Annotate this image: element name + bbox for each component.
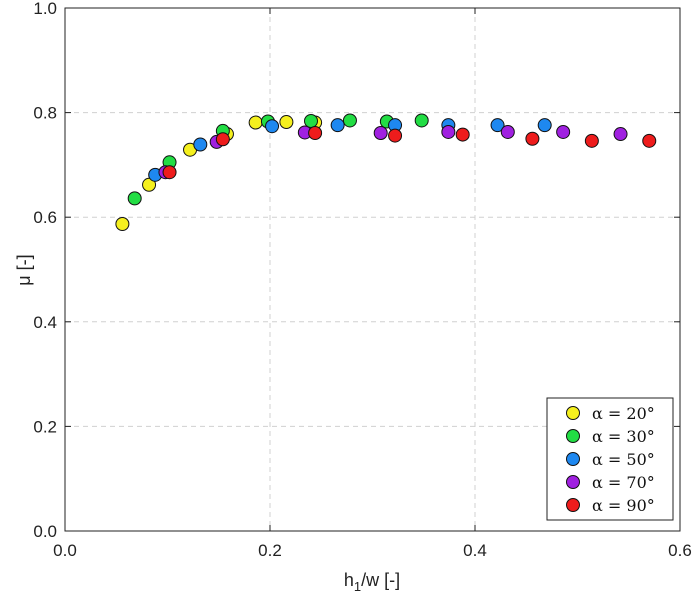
legend: α = 20° α = 30° α = 50° α = 70° α = 90°	[546, 397, 674, 521]
legend-item: α = 70°	[566, 473, 655, 492]
data-point	[500, 124, 515, 139]
data-point	[373, 125, 388, 140]
x-tick-label: 0.4	[463, 541, 487, 560]
data-point	[414, 113, 429, 128]
data-point	[342, 113, 357, 128]
data-point	[441, 124, 456, 139]
x-tick-label: 0.6	[668, 541, 692, 560]
legend-marker	[566, 452, 580, 466]
legend-item: α = 20°	[566, 404, 655, 423]
grid-lines	[65, 8, 680, 531]
y-tick-label: 1.0	[33, 0, 57, 18]
data-point	[265, 119, 280, 134]
plot-area-frame	[64, 7, 681, 532]
legend-label: α = 30°	[592, 427, 655, 446]
data-point	[162, 165, 177, 180]
legend-item: α = 50°	[566, 450, 655, 469]
data-point	[215, 132, 230, 147]
data-point	[388, 128, 403, 143]
legend-label: α = 90°	[592, 496, 655, 515]
legend-item: α = 30°	[566, 427, 655, 446]
data-points	[115, 113, 657, 231]
data-point	[279, 115, 294, 130]
data-point	[584, 133, 599, 148]
y-tick-label: 0.6	[33, 208, 57, 227]
data-point	[115, 216, 130, 231]
legend-marker	[566, 429, 580, 443]
data-point	[304, 113, 318, 128]
legend-marker	[566, 406, 580, 420]
data-point	[330, 118, 345, 133]
data-point	[455, 127, 470, 142]
data-point	[248, 115, 263, 130]
data-point	[490, 118, 505, 133]
data-point	[556, 124, 571, 139]
series-3	[148, 118, 552, 182]
legend-item: α = 90°	[566, 496, 655, 515]
data-point	[613, 127, 628, 142]
x-axis-title-subscript: 1	[354, 579, 361, 594]
y-tick-label: 0.2	[33, 417, 57, 436]
x-tick-label: 0.0	[53, 541, 77, 560]
legend-label: α = 20°	[592, 404, 655, 423]
y-axis-title: μ [-]	[14, 254, 34, 285]
data-point	[127, 191, 142, 206]
y-tick-label: 0.8	[33, 104, 57, 123]
data-point	[193, 137, 208, 152]
data-point	[537, 118, 552, 133]
y-tick-label: 0.4	[33, 313, 57, 332]
data-point	[142, 177, 157, 192]
legend-marker	[566, 475, 580, 489]
series-5	[162, 125, 657, 180]
x-axis-title: h1/w [-]	[344, 570, 400, 594]
legend-marker	[566, 498, 580, 512]
data-point	[642, 133, 657, 148]
tick-labels: 0.0 0.2 0.4 0.6 0.0 0.2 0.4 0.6 0.8 1.0	[33, 0, 691, 560]
x-tick-label: 0.2	[258, 541, 282, 560]
y-tick-label: 0.0	[33, 522, 57, 541]
legend-label: α = 70°	[592, 473, 655, 492]
legend-label: α = 50°	[592, 450, 655, 469]
data-point	[308, 125, 323, 140]
data-point	[525, 131, 540, 146]
